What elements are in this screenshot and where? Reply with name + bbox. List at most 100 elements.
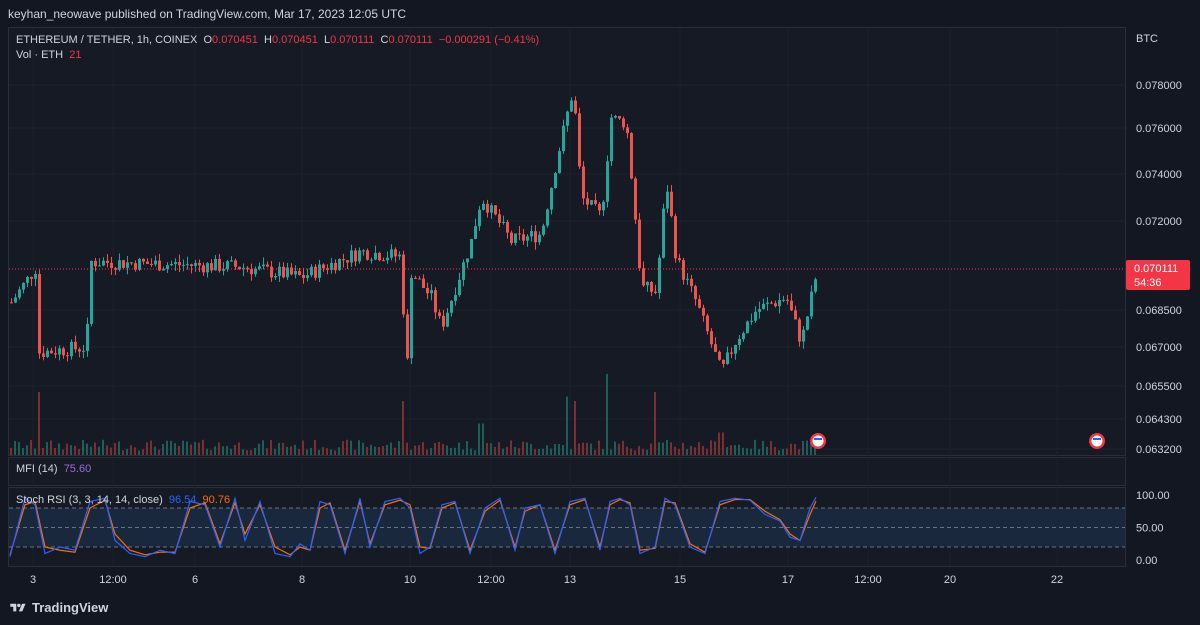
candle-body [502, 221, 505, 223]
candle-body [270, 266, 273, 278]
volume-bar [234, 444, 236, 455]
candle-body [810, 291, 813, 317]
volume-bar [174, 443, 176, 455]
volume-bar [342, 441, 344, 455]
volume-bar [654, 392, 656, 455]
candle-body [778, 300, 781, 307]
volume-bar [694, 447, 696, 455]
volume-bar [74, 445, 76, 455]
candle-body [690, 278, 693, 287]
candle-body [458, 279, 461, 296]
price-axis-label: 0.074000 [1136, 169, 1182, 181]
volume-bar [394, 447, 396, 455]
price-axis-label: 0.067000 [1136, 342, 1182, 354]
candle-body [614, 115, 617, 118]
volume-bar [678, 448, 680, 455]
volume-bar [182, 440, 184, 455]
volume-bar [690, 445, 692, 455]
stoch-axis-label: 0.00 [1136, 555, 1157, 567]
volume-bar [154, 446, 156, 455]
volume-bar [170, 440, 172, 455]
candle-body [78, 349, 81, 352]
volume-bar [250, 450, 252, 455]
volume-value: 21 [69, 49, 82, 61]
volume-bar [382, 446, 384, 455]
symbol-title[interactable]: ETHEREUM / TETHER, 1h, COINEX [16, 34, 198, 46]
candle-body [798, 319, 801, 342]
candle-body [150, 263, 153, 265]
volume-label[interactable]: Vol · ETH [16, 49, 64, 61]
stoch-legend[interactable]: Stoch RSI (3, 3, 14, 14, close) 96.54 90… [16, 494, 230, 506]
volume-bar [434, 443, 436, 455]
candle-body [454, 295, 457, 301]
volume-bar [586, 442, 588, 455]
volume-bar [358, 440, 360, 455]
volume-bar [650, 443, 652, 455]
price-pane[interactable] [8, 27, 1126, 456]
candle-body [498, 214, 501, 223]
volume-bar [506, 446, 508, 455]
mfi-label: MFI (14) [16, 463, 58, 475]
candle-body [638, 219, 641, 269]
stoch-label: Stoch RSI (3, 3, 14, 14, close) [16, 494, 163, 506]
volume-bar [210, 450, 212, 455]
candle-body [542, 225, 545, 235]
candle-body [586, 198, 589, 205]
volume-bar [574, 401, 576, 455]
stoch-d-value: 90.76 [202, 494, 231, 506]
candle-body [702, 307, 705, 316]
time-axis-label: 3 [30, 574, 36, 586]
candle-body [510, 232, 513, 244]
volume-bar [402, 401, 404, 455]
volume-bar [66, 443, 68, 455]
volume-bar [566, 396, 568, 455]
volume-bar [146, 442, 148, 455]
volume-bar [422, 442, 424, 455]
volume-bar [142, 449, 144, 455]
volume-bar [542, 448, 544, 455]
candle-body [262, 264, 265, 267]
volume-bar [326, 448, 328, 455]
volume-bar [606, 374, 608, 455]
candle-body [746, 321, 749, 334]
candle-body [406, 314, 409, 359]
mfi-pane[interactable] [8, 457, 1126, 486]
candle-body [478, 209, 481, 227]
candle-body [594, 200, 597, 204]
mfi-legend[interactable]: MFI (14) 75.60 [16, 463, 91, 475]
candle-body [538, 234, 541, 243]
candle-body [402, 254, 405, 315]
tradingview-footer[interactable]: TradingView [8, 600, 108, 615]
volume-bar [206, 448, 208, 455]
price-axis-label: 0.078000 [1136, 80, 1182, 92]
volume-bar [62, 449, 64, 455]
candle-body [110, 262, 113, 269]
candle-body [338, 259, 341, 271]
price-axis-label: 0.063200 [1136, 444, 1182, 456]
volume-bar [222, 446, 224, 455]
candle-body [290, 267, 293, 275]
last-price-value: 0.070111 [1134, 263, 1179, 275]
candle-body [630, 133, 633, 179]
volume-bar [114, 442, 116, 455]
candle-body [506, 221, 509, 233]
volume-bar [18, 442, 20, 455]
candle-body [754, 311, 757, 321]
candle-body [558, 151, 561, 174]
bar-countdown: 54:36 [1134, 277, 1162, 289]
candle-body [278, 266, 281, 276]
candle-body [646, 281, 649, 286]
candle-body [254, 268, 257, 275]
volume-bar [558, 443, 560, 455]
close-label: C [380, 34, 389, 46]
candle-body [386, 257, 389, 261]
open-label: O [203, 34, 213, 46]
volume-bar [122, 450, 124, 455]
volume-bar [230, 448, 232, 455]
volume-bar [814, 445, 816, 455]
volume-bar [190, 444, 192, 455]
candle-body [718, 351, 721, 360]
candle-body [62, 348, 65, 356]
candle-body [306, 275, 309, 278]
